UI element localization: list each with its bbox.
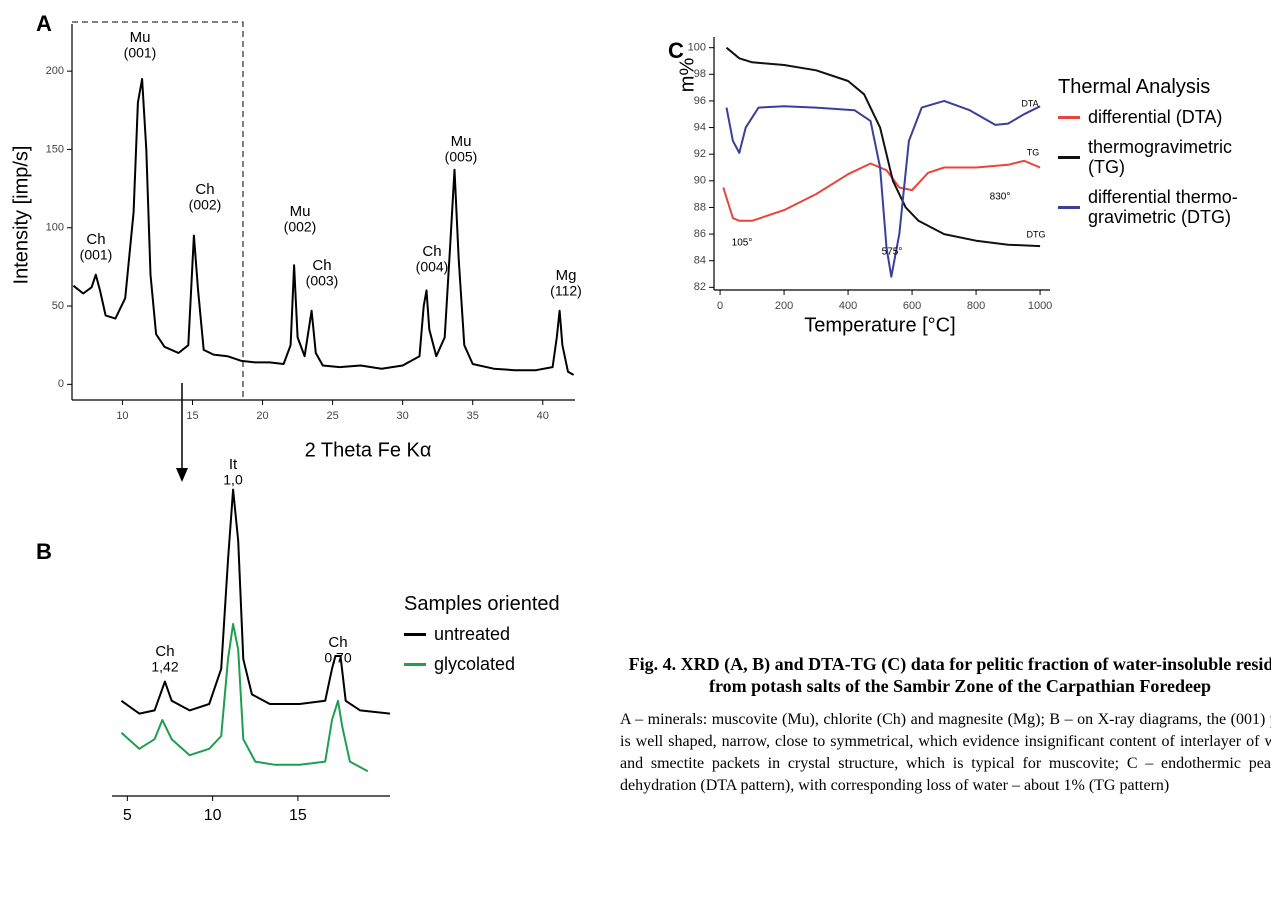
y-tick-label: 86 — [694, 228, 706, 240]
curve-label: DTG — [1027, 229, 1046, 239]
peak-label: Ch — [312, 257, 331, 274]
x-tick-label: 40 — [537, 410, 549, 422]
data-line — [725, 99, 1041, 278]
peak-sublabel: (002) — [189, 197, 222, 213]
peak-sublabel: (001) — [80, 247, 113, 263]
x-tick-label: 400 — [839, 300, 857, 312]
peak-label: 105° — [732, 238, 753, 249]
peak-label: Mu — [451, 133, 472, 150]
data-line — [120, 623, 369, 773]
x-tick-label: 600 — [903, 300, 921, 312]
y-tick-label: 82 — [694, 281, 706, 293]
x-tick-label: 15 — [289, 807, 307, 824]
x-tick-label: 800 — [967, 300, 985, 312]
peak-sublabel: 1,0 — [223, 472, 243, 488]
y-tick-label: 94 — [694, 121, 706, 133]
peak-label: Ch — [328, 634, 347, 651]
y-tick-label: 200 — [46, 65, 64, 77]
y-tick-label: 100 — [688, 42, 706, 54]
peak-label: 830° — [990, 192, 1011, 203]
legend-label: differential (DTA) — [1088, 107, 1223, 127]
caption-title: Fig. 4. XRD (A, B) and DTA-TG (C) data f… — [628, 654, 1271, 696]
legend-swatch — [404, 632, 426, 636]
legend-item: differential thermo-gravimetric (DTG) — [1058, 187, 1271, 227]
peak-sublabel: 1,42 — [151, 659, 178, 675]
y-tick-label: 98 — [694, 68, 706, 80]
y-tick-label: 100 — [46, 222, 64, 234]
peak-label: It — [229, 456, 238, 473]
x-tick-label: 5 — [123, 807, 132, 824]
legend-item: glycolated — [404, 654, 560, 674]
x-tick-label: 35 — [467, 410, 479, 422]
x-tick-label: 20 — [256, 410, 268, 422]
legend-title: Thermal Analysis — [1058, 76, 1211, 98]
peak-label: Ch — [86, 231, 105, 248]
y-tick-label: 90 — [694, 175, 706, 187]
data-line — [120, 488, 391, 715]
x-axis-title: Temperature [°C] — [804, 314, 955, 336]
peak-sublabel: (003) — [306, 273, 339, 289]
legend-item: thermogravimetric (TG) — [1058, 137, 1271, 177]
peak-label: Ch — [155, 643, 174, 660]
y-tick-label: 0 — [58, 378, 64, 390]
y-tick-label: 84 — [694, 255, 706, 267]
caption: Fig. 4. XRD (A, B) and DTA-TG (C) data f… — [620, 653, 1271, 797]
y-tick-label: 96 — [694, 95, 706, 107]
peak-sublabel: (004) — [416, 259, 449, 275]
peak-label: Mg — [556, 267, 577, 284]
peak-label: Ch — [195, 181, 214, 198]
y-tick-label: 50 — [52, 300, 64, 312]
legend-label: untreated — [434, 624, 511, 644]
y-tick-label: 88 — [694, 201, 706, 213]
legend-swatch — [1058, 205, 1080, 209]
legend-swatch — [404, 662, 426, 666]
x-tick-label: 10 — [116, 410, 128, 422]
data-line — [725, 46, 1041, 248]
x-tick-label: 25 — [326, 410, 338, 422]
x-tick-label: 15 — [186, 410, 198, 422]
x-tick-label: 10 — [204, 807, 222, 824]
peak-label: Mu — [290, 203, 311, 220]
x-axis-title: 2 Theta Fe Kα — [305, 439, 432, 461]
peak-label: 575° — [882, 247, 903, 258]
x-tick-label: 200 — [775, 300, 793, 312]
legend-label: glycolated — [434, 654, 516, 674]
legend-swatch — [1058, 155, 1080, 159]
y-tick-label: 150 — [46, 143, 64, 155]
curve-label: TG — [1027, 147, 1040, 157]
panel-letter: A — [36, 11, 52, 36]
y-tick-label: 92 — [694, 148, 706, 160]
y-axis-title: m% — [676, 58, 698, 93]
legend-item: differential (DTA) — [1058, 107, 1271, 127]
curve-label: DTA — [1021, 98, 1038, 108]
legend-label: differential thermo-gravimetric (DTG) — [1088, 187, 1238, 227]
x-tick-label: 0 — [717, 300, 723, 312]
legend-title: Samples oriented — [404, 593, 560, 615]
data-line — [72, 78, 575, 376]
arrow-head — [176, 468, 188, 482]
x-tick-label: 30 — [397, 410, 409, 422]
legend-item: untreated — [404, 624, 560, 644]
peak-sublabel: (001) — [124, 45, 157, 61]
legend-label: thermogravimetric (TG) — [1088, 137, 1233, 177]
legend-swatch — [1058, 115, 1080, 119]
y-axis-title: Intensity [imp/s] — [10, 146, 32, 285]
peak-sublabel: (005) — [445, 149, 478, 165]
legend: Samples oriented untreated glycolated — [404, 593, 560, 684]
peak-label: Mu — [130, 29, 151, 46]
peak-sublabel: (002) — [284, 219, 317, 235]
peak-sublabel: 0,70 — [324, 650, 351, 666]
caption-text: A – minerals: muscovite (Mu), chlorite (… — [620, 711, 1271, 794]
peak-label: Ch — [422, 243, 441, 260]
data-line — [722, 159, 1041, 222]
x-tick-label: 1000 — [1028, 300, 1052, 312]
panel-letter: C — [668, 38, 684, 63]
peak-sublabel: (112) — [550, 283, 582, 299]
panel-letter: B — [36, 539, 52, 564]
legend: Thermal Analysis differential (DTA) thermo… — [1058, 76, 1271, 237]
